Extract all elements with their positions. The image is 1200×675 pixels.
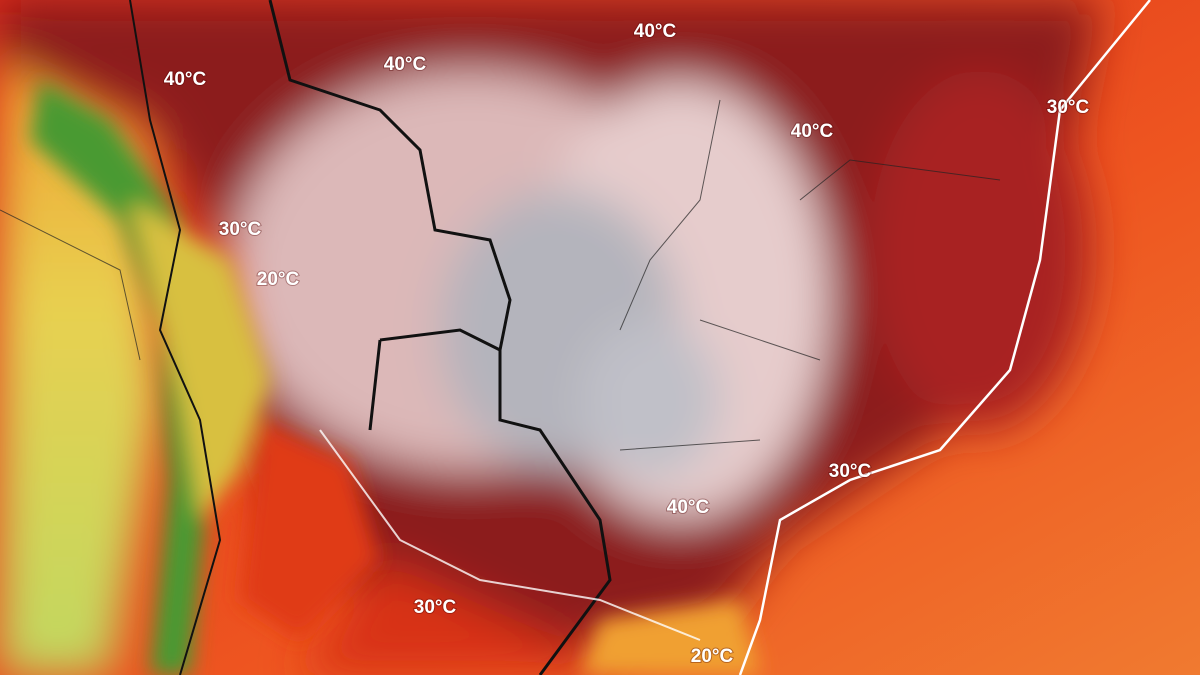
isotherm-label: 30°C — [219, 219, 262, 240]
isotherm-label: 40°C — [164, 69, 207, 90]
isotherm-label: 20°C — [691, 646, 734, 667]
isotherm-labels: 40°C 40°C 40°C 40°C 40°C 30°C 30°C 30°C 30°C 20°C… — [163, 20, 1091, 668]
borders — [0, 0, 1151, 675]
isotherm-label: 20°C — [257, 269, 300, 290]
isotherm-label: 40°C — [384, 54, 427, 75]
isotherm-label: 30°C — [829, 461, 872, 482]
isotherm-label: 40°C — [667, 497, 710, 518]
isotherm-label: 40°C — [634, 21, 677, 42]
isotherm-label: 30°C — [414, 597, 457, 618]
isotherm-label: 30°C — [1047, 97, 1090, 118]
isotherm-label: 40°C — [791, 121, 834, 142]
